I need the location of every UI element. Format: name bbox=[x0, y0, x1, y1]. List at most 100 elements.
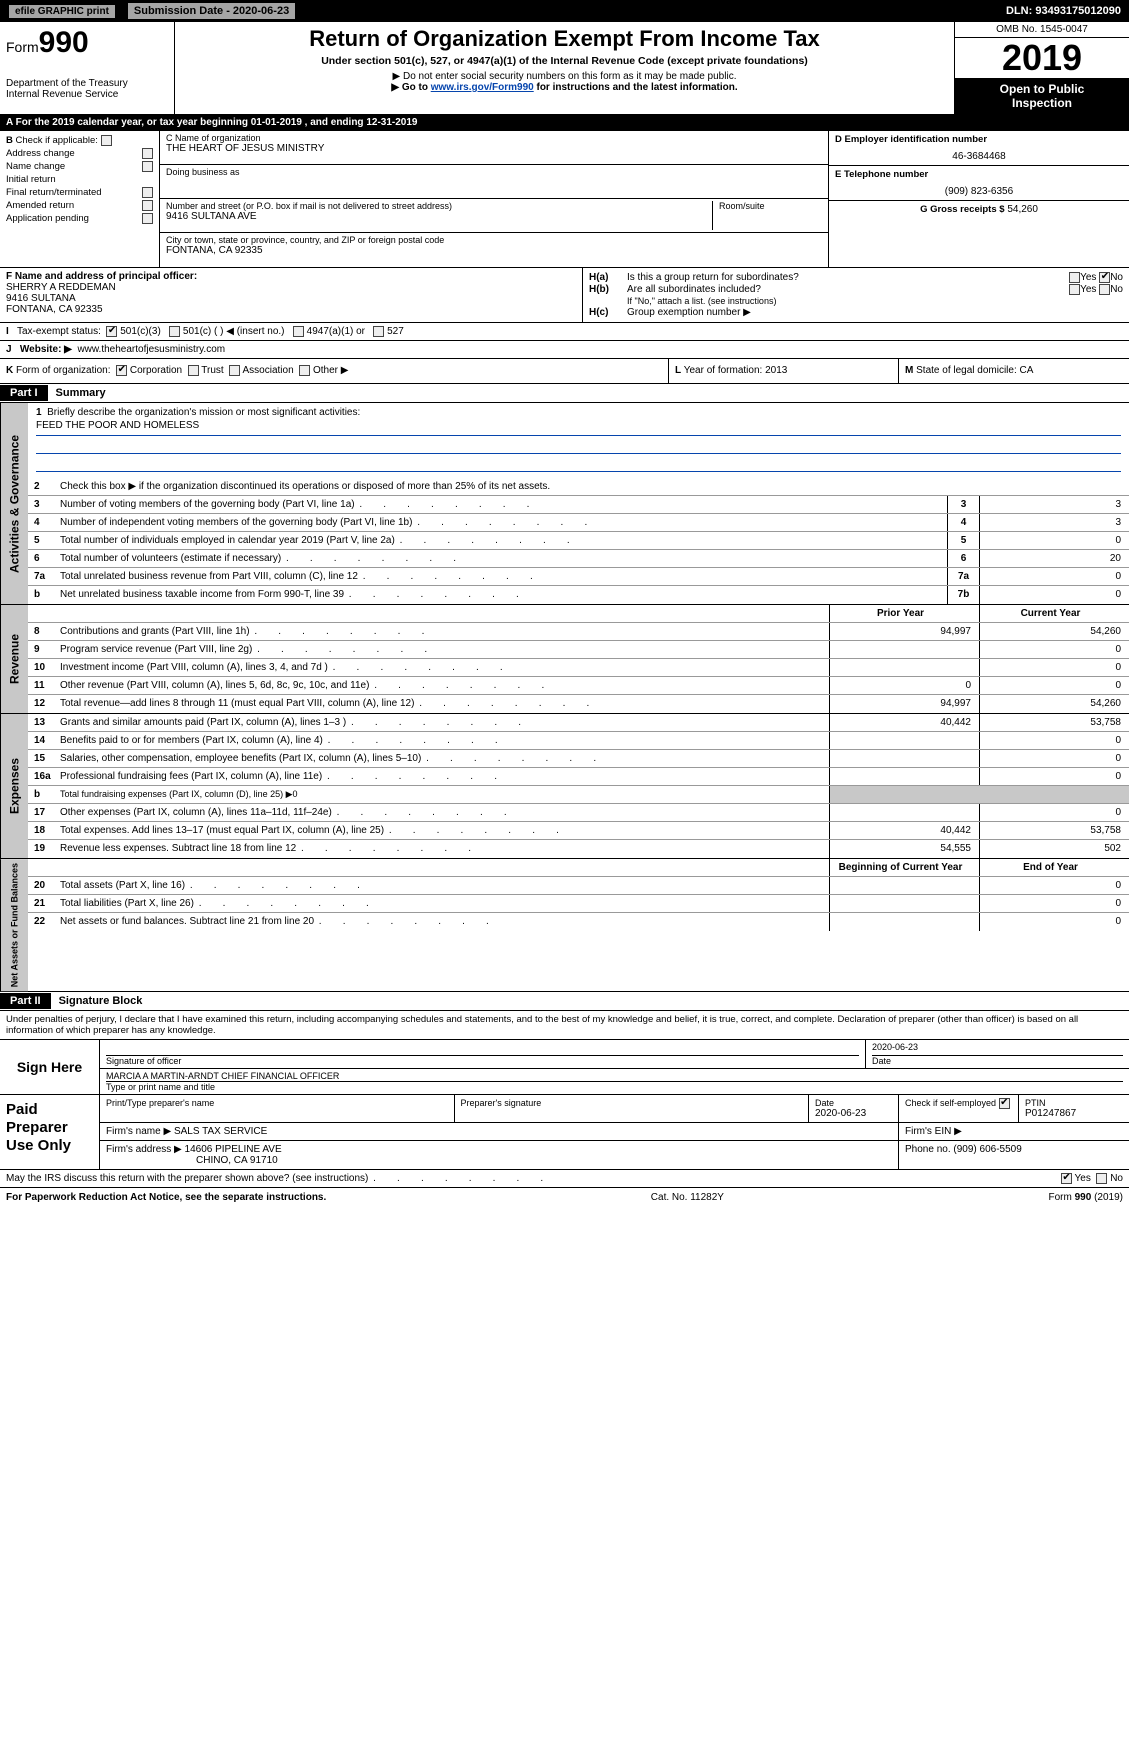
check-final-return: Final return/terminated bbox=[6, 187, 102, 198]
date-label: Date bbox=[872, 1056, 1123, 1066]
summary-line: 3Number of voting members of the governi… bbox=[28, 496, 1129, 514]
header-left: Form990 Department of the Treasury Inter… bbox=[0, 22, 175, 114]
trust-checkbox[interactable] bbox=[188, 365, 199, 376]
form-note2: ▶ Go to www.irs.gov/Form990 for instruct… bbox=[183, 82, 946, 93]
officer-name: SHERRY A REDDEMAN bbox=[6, 282, 576, 293]
room-label: Room/suite bbox=[719, 201, 822, 211]
part1-title: Summary bbox=[48, 384, 114, 402]
summary-line: 20Total assets (Part X, line 16)0 bbox=[28, 877, 1129, 895]
ein-value: 46-3684468 bbox=[835, 151, 1123, 162]
hc-text: Group exemption number ▶ bbox=[627, 307, 1123, 318]
sig-officer-label: Signature of officer bbox=[106, 1056, 859, 1066]
summary-line: 12Total revenue—add lines 8 through 11 (… bbox=[28, 695, 1129, 713]
part2-header-row: Part II Signature Block bbox=[0, 992, 1129, 1011]
part2-badge: Part II bbox=[0, 993, 51, 1009]
527-checkbox[interactable] bbox=[373, 326, 384, 337]
discuss-yes-checkbox[interactable] bbox=[1061, 1173, 1072, 1184]
firm-phone: (909) 606-5509 bbox=[953, 1144, 1021, 1155]
summary-line: 6Total number of volunteers (estimate if… bbox=[28, 550, 1129, 568]
sign-here-block: Sign Here Signature of officer 2020-06-2… bbox=[0, 1040, 1129, 1095]
ha-text: Is this a group return for subordinates? bbox=[627, 272, 1069, 283]
summary-line: 19Revenue less expenses. Subtract line 1… bbox=[28, 840, 1129, 858]
firm-name: SALS TAX SERVICE bbox=[174, 1126, 267, 1137]
row-klm: K Form of organization: Corporation Trus… bbox=[0, 359, 1129, 383]
hb-text: Are all subordinates included? bbox=[627, 284, 1069, 295]
part2-title: Signature Block bbox=[51, 992, 151, 1010]
col-b-checkboxes: B Check if applicable: Address change Na… bbox=[0, 131, 160, 267]
page-footer: For Paperwork Reduction Act Notice, see … bbox=[0, 1188, 1129, 1207]
footer-right: Form 990 (2019) bbox=[1049, 1192, 1123, 1203]
dept-treasury: Department of the Treasury bbox=[6, 78, 168, 89]
current-year-header: Current Year bbox=[979, 605, 1129, 622]
summary-line: 21Total liabilities (Part X, line 26)0 bbox=[28, 895, 1129, 913]
corp-checkbox[interactable] bbox=[116, 365, 127, 376]
tax-year: 2019 bbox=[955, 38, 1129, 78]
footer-catno: Cat. No. 11282Y bbox=[651, 1192, 724, 1203]
row-i-tax-status: I Tax-exempt status: 501(c)(3) 501(c) ( … bbox=[0, 323, 1129, 341]
form-number: 990 bbox=[39, 26, 89, 59]
form-title: Return of Organization Exempt From Incom… bbox=[183, 26, 946, 52]
tel-label: E Telephone number bbox=[835, 169, 1123, 180]
amended-checkbox[interactable] bbox=[142, 200, 153, 211]
self-employed-checkbox[interactable] bbox=[999, 1098, 1010, 1109]
applicable-checkbox[interactable] bbox=[101, 135, 112, 146]
col-d-ein-phone: D Employer identification number 46-3684… bbox=[829, 131, 1129, 267]
summary-line: 22Net assets or fund balances. Subtract … bbox=[28, 913, 1129, 931]
final-return-checkbox[interactable] bbox=[142, 187, 153, 198]
name-title-label: Type or print name and title bbox=[106, 1082, 1123, 1092]
dba-label: Doing business as bbox=[166, 167, 822, 177]
summary-line: 13Grants and similar amounts paid (Part … bbox=[28, 714, 1129, 732]
form-note1: ▶ Do not enter social security numbers o… bbox=[183, 71, 946, 82]
omb-number: OMB No. 1545-0047 bbox=[955, 22, 1129, 38]
summary-line: 17Other expenses (Part IX, column (A), l… bbox=[28, 804, 1129, 822]
hb-yes-checkbox[interactable] bbox=[1069, 284, 1080, 295]
header-right: OMB No. 1545-0047 2019 Open to Public In… bbox=[954, 22, 1129, 114]
begin-year-header: Beginning of Current Year bbox=[829, 859, 979, 876]
501c-checkbox[interactable] bbox=[169, 326, 180, 337]
col-l-year: L Year of formation: 2013 bbox=[669, 359, 899, 382]
col-f-officer: F Name and address of principal officer:… bbox=[0, 268, 583, 322]
4947-checkbox[interactable] bbox=[293, 326, 304, 337]
paid-preparer-label: Paid Preparer Use Only bbox=[0, 1095, 100, 1169]
submission-date: Submission Date - 2020-06-23 bbox=[128, 3, 295, 19]
form-subtitle: Under section 501(c), 527, or 4947(a)(1)… bbox=[183, 55, 946, 67]
governance-vlabel: Activities & Governance bbox=[0, 403, 28, 604]
section-bcd: B Check if applicable: Address change Na… bbox=[0, 131, 1129, 268]
501c3-checkbox[interactable] bbox=[106, 326, 117, 337]
ein-label: D Employer identification number bbox=[835, 134, 1123, 145]
officer-city: FONTANA, CA 92335 bbox=[6, 304, 576, 315]
col-m-state: M State of legal domicile: CA bbox=[899, 359, 1129, 382]
website-value: www.theheartofjesusministry.com bbox=[77, 344, 225, 355]
efile-badge: efile GRAPHIC print bbox=[8, 4, 116, 19]
perjury-text: Under penalties of perjury, I declare th… bbox=[0, 1011, 1129, 1040]
form-header: Form990 Department of the Treasury Inter… bbox=[0, 22, 1129, 115]
line2-desc: Check this box ▶ if the organization dis… bbox=[56, 479, 1129, 494]
open-public-badge: Open to Public Inspection bbox=[955, 78, 1129, 114]
hb-no-checkbox[interactable] bbox=[1099, 284, 1110, 295]
gross-label: G Gross receipts $ bbox=[920, 204, 1004, 215]
summary-line: 18Total expenses. Add lines 13–17 (must … bbox=[28, 822, 1129, 840]
col-c-org-info: C Name of organization THE HEART OF JESU… bbox=[160, 131, 829, 267]
pending-checkbox[interactable] bbox=[142, 213, 153, 224]
summary-expenses: Expenses 13Grants and similar amounts pa… bbox=[0, 714, 1129, 859]
ha-no-checkbox[interactable] bbox=[1099, 272, 1110, 283]
address-change-checkbox[interactable] bbox=[142, 148, 153, 159]
check-amended: Amended return bbox=[6, 200, 74, 211]
other-checkbox[interactable] bbox=[299, 365, 310, 376]
tel-value: (909) 823-6356 bbox=[835, 186, 1123, 197]
row-j-website: J Website: ▶ www.theheartofjesusministry… bbox=[0, 341, 1129, 359]
ha-yes-checkbox[interactable] bbox=[1069, 272, 1080, 283]
discuss-no-checkbox[interactable] bbox=[1096, 1173, 1107, 1184]
revenue-vlabel: Revenue bbox=[0, 605, 28, 713]
name-change-checkbox[interactable] bbox=[142, 161, 153, 172]
mission-text: FEED THE POOR AND HOMELESS bbox=[36, 420, 1121, 436]
sign-date: 2020-06-23 bbox=[872, 1042, 1123, 1056]
summary-line: 11Other revenue (Part VIII, column (A), … bbox=[28, 677, 1129, 695]
assoc-checkbox[interactable] bbox=[229, 365, 240, 376]
city-label: City or town, state or province, country… bbox=[166, 235, 822, 245]
end-year-header: End of Year bbox=[979, 859, 1129, 876]
check-name-change: Name change bbox=[6, 161, 65, 172]
col-h-group: H(a) Is this a group return for subordin… bbox=[583, 268, 1129, 322]
officer-street: 9416 SULTANA bbox=[6, 293, 576, 304]
form990-link[interactable]: www.irs.gov/Form990 bbox=[431, 82, 534, 93]
